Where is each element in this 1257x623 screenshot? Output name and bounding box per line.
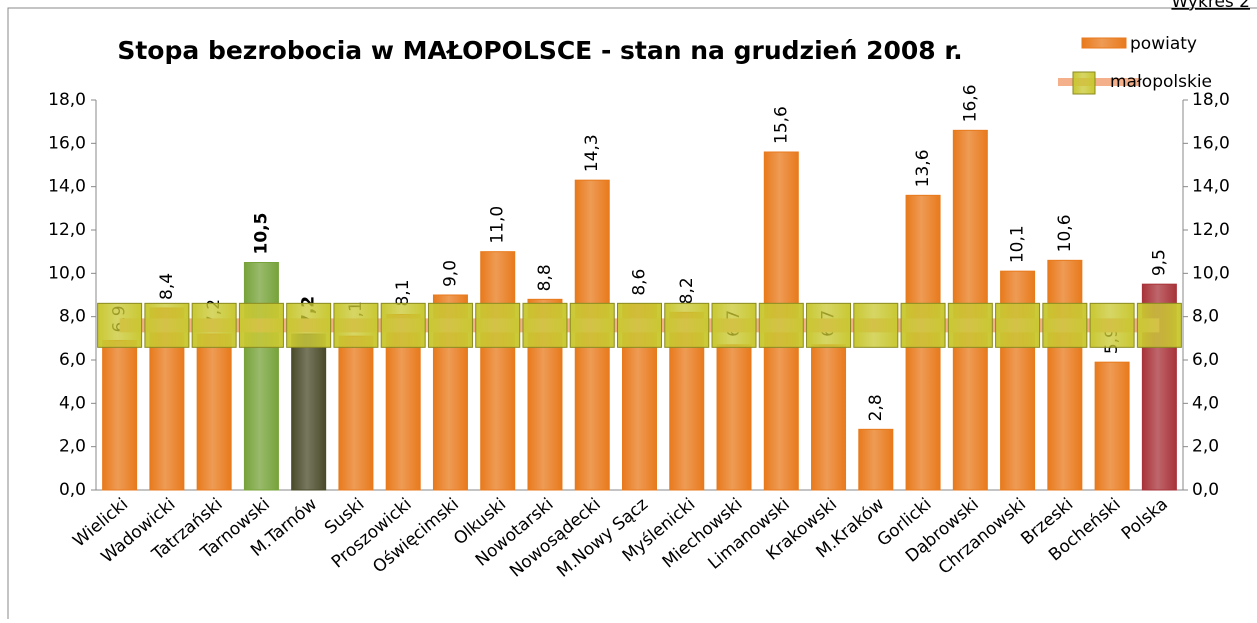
value-label: 13,6 bbox=[913, 149, 933, 187]
y2-tick-label: 4,0 bbox=[1192, 393, 1219, 413]
marker bbox=[1136, 302, 1182, 348]
value-label: 2,8 bbox=[866, 394, 886, 421]
marker bbox=[333, 302, 379, 348]
marker bbox=[380, 302, 426, 348]
value-label: 8,1 bbox=[393, 279, 413, 306]
marker bbox=[995, 302, 1041, 348]
y-tick-label: 2,0 bbox=[59, 437, 86, 457]
value-label: 8,2 bbox=[677, 277, 697, 304]
marker bbox=[806, 302, 852, 348]
bar bbox=[811, 344, 847, 491]
value-label: 15,6 bbox=[771, 106, 791, 144]
y-tick-label: 12,0 bbox=[48, 220, 86, 240]
marker bbox=[144, 302, 190, 348]
value-label: 10,6 bbox=[1055, 214, 1075, 252]
value-label: 9,5 bbox=[1149, 249, 1169, 276]
bar bbox=[480, 251, 516, 491]
marker bbox=[191, 302, 237, 348]
marker bbox=[1042, 302, 1088, 348]
bar bbox=[858, 428, 894, 491]
value-label: 8,6 bbox=[630, 269, 650, 296]
bar bbox=[196, 333, 232, 491]
legend-swatch bbox=[1081, 37, 1127, 49]
y2-tick-label: 18,0 bbox=[1192, 90, 1230, 110]
y-tick-label: 8,0 bbox=[59, 307, 86, 327]
y2-tick-label: 16,0 bbox=[1192, 133, 1230, 153]
marker bbox=[475, 302, 521, 348]
y-tick-label: 10,0 bbox=[48, 263, 86, 283]
legend-swatch bbox=[1072, 71, 1096, 95]
marker bbox=[617, 302, 662, 348]
y2-tick-label: 0,0 bbox=[1192, 480, 1219, 500]
bar bbox=[291, 333, 327, 491]
y2-tick-label: 14,0 bbox=[1192, 177, 1230, 197]
marker bbox=[711, 302, 757, 348]
y-tick-label: 4,0 bbox=[59, 393, 86, 413]
value-label: 10,5 bbox=[251, 213, 271, 255]
bar bbox=[1094, 361, 1130, 491]
marker bbox=[427, 302, 473, 348]
y-tick-label: 18,0 bbox=[48, 90, 86, 110]
chart-title: Stopa bezrobocia w MAŁOPOLSCE - stan na … bbox=[117, 36, 962, 65]
marker bbox=[853, 302, 899, 348]
value-label: 14,3 bbox=[582, 134, 602, 172]
marker bbox=[947, 302, 993, 348]
value-label: 11,0 bbox=[488, 206, 508, 244]
bar bbox=[716, 344, 752, 491]
y-tick-label: 0,0 bbox=[59, 480, 86, 500]
marker bbox=[97, 302, 143, 348]
legend-label: małopolskie bbox=[1110, 72, 1212, 92]
marker bbox=[522, 302, 568, 348]
marker bbox=[286, 302, 332, 348]
y-tick-label: 16,0 bbox=[48, 133, 86, 153]
y2-tick-label: 8,0 bbox=[1192, 307, 1219, 327]
marker bbox=[569, 302, 615, 348]
legend-label: powiaty bbox=[1130, 34, 1197, 54]
value-label: 8,4 bbox=[157, 273, 177, 300]
value-label: 10,1 bbox=[1008, 225, 1028, 263]
bar bbox=[243, 262, 279, 491]
corner-note: Wykres 2 bbox=[1171, 0, 1250, 12]
marker bbox=[664, 302, 710, 348]
marker bbox=[758, 302, 804, 348]
value-label: 9,0 bbox=[440, 260, 460, 287]
marker bbox=[900, 302, 946, 348]
y-tick-label: 6,0 bbox=[59, 350, 86, 370]
y2-tick-label: 6,0 bbox=[1192, 350, 1219, 370]
bar bbox=[102, 340, 138, 491]
bar bbox=[338, 335, 374, 491]
bar bbox=[1047, 259, 1083, 491]
value-label: 16,6 bbox=[960, 84, 980, 122]
y2-tick-label: 2,0 bbox=[1192, 437, 1219, 457]
marker bbox=[1089, 302, 1135, 348]
value-label: 8,8 bbox=[535, 264, 555, 291]
y2-tick-label: 12,0 bbox=[1192, 220, 1230, 240]
y-tick-label: 14,0 bbox=[48, 177, 86, 197]
marker bbox=[238, 302, 284, 348]
y2-tick-label: 10,0 bbox=[1192, 263, 1230, 283]
